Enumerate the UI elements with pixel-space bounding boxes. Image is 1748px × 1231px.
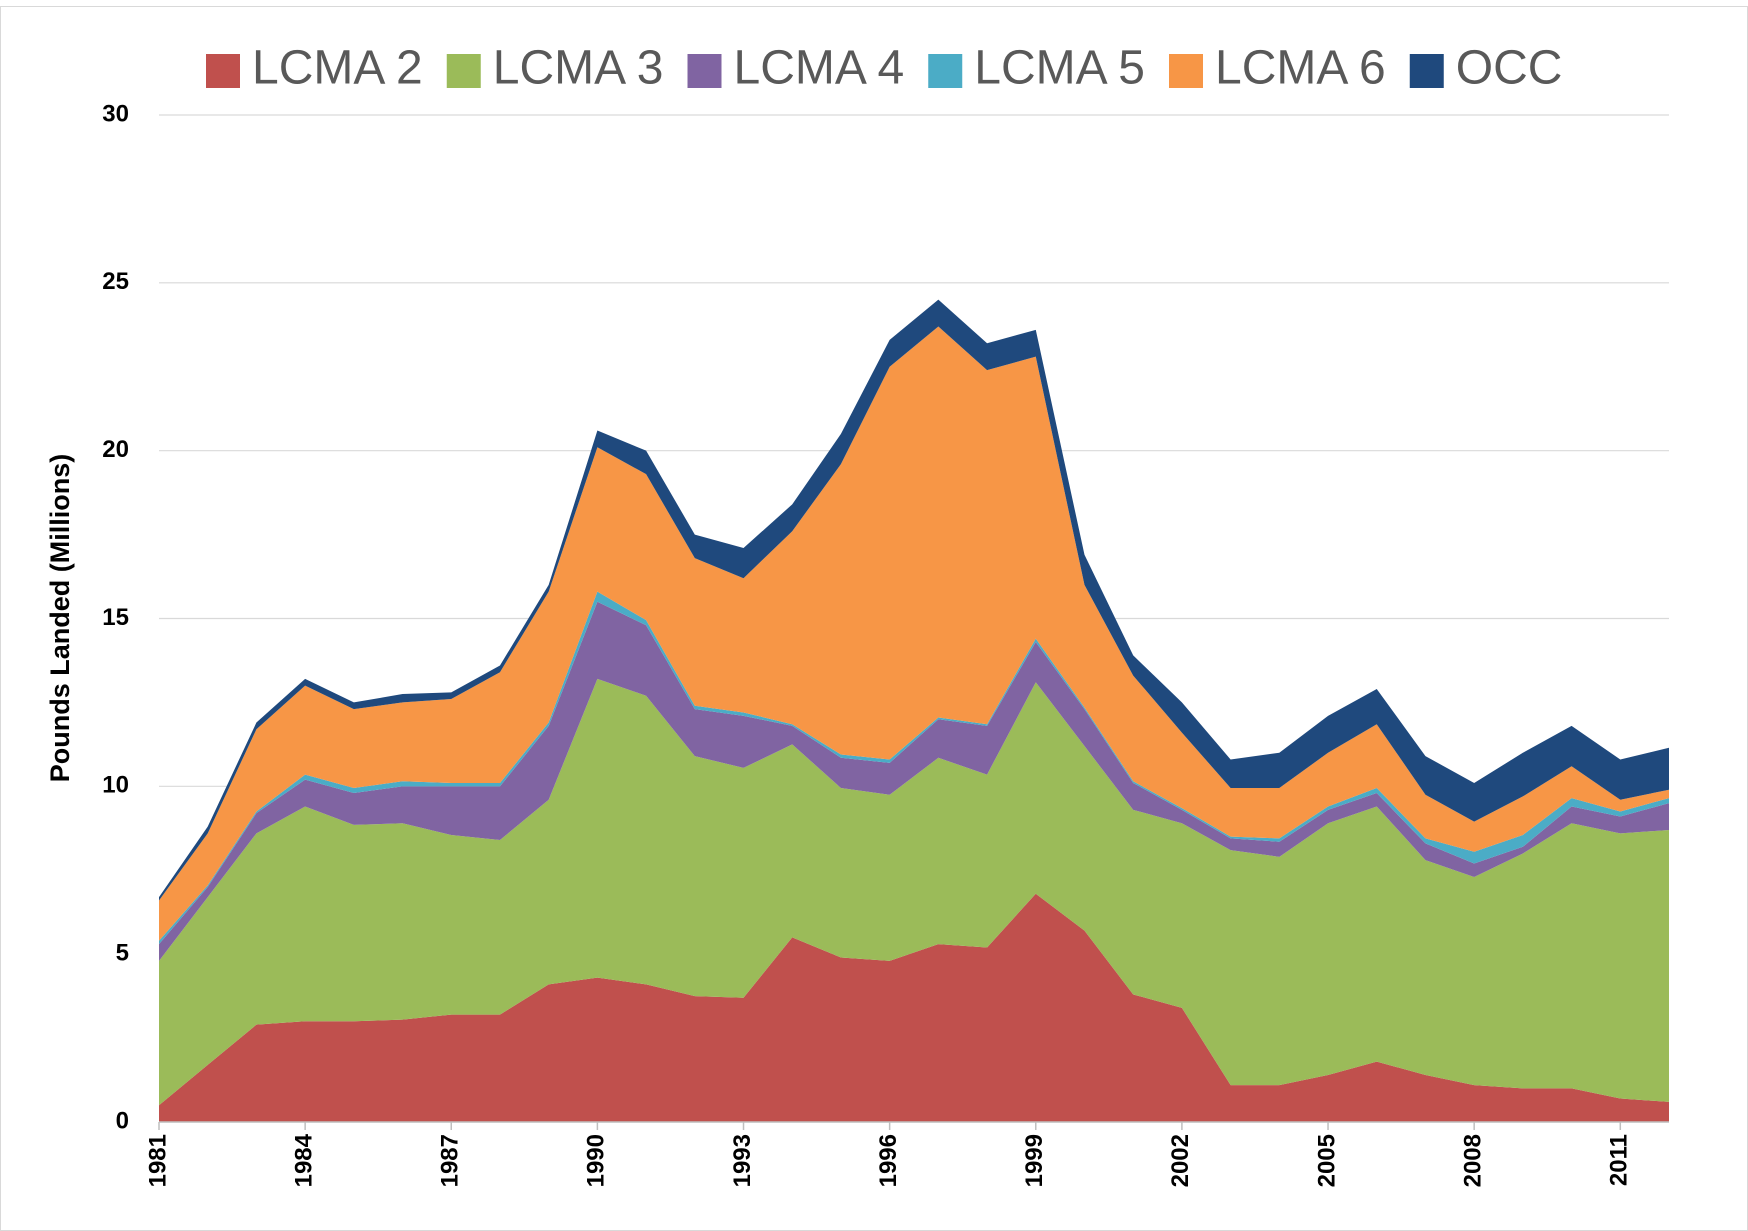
legend-label: LCMA 5 xyxy=(974,42,1145,95)
axes: 0 5 10 15 20 25 30 1981 1984 1987 1990 1993 1996 1999… xyxy=(102,100,1669,1187)
legend: LCMA 2 LCMA 3 LCMA 4 LCMA 5 LCMA 6 OCC xyxy=(206,42,1562,95)
x-tick-label: 1996 xyxy=(875,1134,902,1187)
legend-label: LCMA 3 xyxy=(493,42,664,95)
legend-label: LCMA 4 xyxy=(734,42,905,95)
area xyxy=(159,893,1669,1122)
legend-swatch xyxy=(446,54,481,88)
area xyxy=(159,326,1669,941)
y-tick-label: 0 xyxy=(116,1107,129,1134)
y-tick-label: 10 xyxy=(102,772,129,799)
x-tick-label: 2005 xyxy=(1313,1134,1340,1187)
x-tick-label: 1990 xyxy=(583,1134,610,1187)
legend-swatch xyxy=(1169,54,1203,88)
legend-swatch xyxy=(687,54,722,88)
area xyxy=(159,299,1669,901)
x-tick-label: 1984 xyxy=(290,1133,317,1187)
y-tick-label: 25 xyxy=(102,268,129,295)
x-tick-label: 1993 xyxy=(729,1134,756,1187)
y-tick-label: 5 xyxy=(116,940,129,967)
y-tick-label: 30 xyxy=(102,100,129,127)
x-tick-label: 1999 xyxy=(1021,1134,1048,1187)
legend-swatch xyxy=(206,54,240,88)
areas xyxy=(159,299,1669,1122)
x-tick-label: 2008 xyxy=(1460,1134,1487,1187)
x-tick-label: 2002 xyxy=(1167,1134,1194,1187)
area xyxy=(159,678,1669,1106)
legend-swatch xyxy=(1409,54,1444,88)
y-tick-label: 20 xyxy=(102,436,129,463)
y-axis-title: Pounds Landed (Millions) xyxy=(45,454,75,782)
legend-swatch xyxy=(928,54,963,88)
y-tick-label: 15 xyxy=(102,604,129,631)
x-tick-label: 1987 xyxy=(437,1134,464,1187)
x-tick-label: 1981 xyxy=(144,1134,171,1187)
legend-label: LCMA 2 xyxy=(252,42,423,95)
legend-label: LCMA 6 xyxy=(1215,42,1386,95)
legend-label: OCC xyxy=(1456,42,1563,95)
x-tick-label: 2011 xyxy=(1606,1134,1633,1186)
